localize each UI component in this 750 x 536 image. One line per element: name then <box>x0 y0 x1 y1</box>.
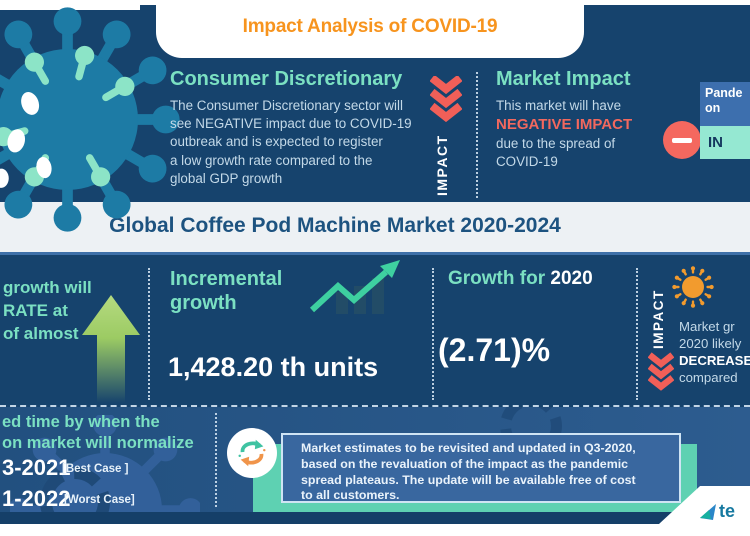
chevrons-down-icon <box>648 352 674 391</box>
impact-label-vertical: IMPACT <box>651 289 666 349</box>
consumer-discretionary-heading: Consumer Discretionary <box>170 68 403 90</box>
minus-circle-icon <box>663 121 701 159</box>
title-banner: Impact Analysis of COVID-19 <box>156 0 584 58</box>
coronavirus-illustration <box>0 7 180 232</box>
note-box: Market estimates to be revisited and upd… <box>281 433 681 503</box>
refresh-icon <box>238 439 266 467</box>
consumer-body-line: see NEGATIVE impact due to COVID-19 <box>170 116 412 132</box>
best-case-label: [Best Case ] <box>62 463 129 475</box>
consumer-body-line: The Consumer Discretionary sector will <box>170 98 403 113</box>
market-impact-heading: Market Impact <box>496 68 631 90</box>
growth-2020-heading: Growth for 2020 <box>448 268 593 289</box>
market-title-underline <box>0 252 750 255</box>
dashed-separator <box>0 405 750 407</box>
market-impact-line: This market will have <box>496 98 622 113</box>
market-impact-line: COVID-19 <box>496 154 558 170</box>
market-impact-line: due to the spread of <box>496 136 616 152</box>
consumer-discretionary-body: The Consumer Discretionary sector will s… <box>170 97 412 188</box>
market-decrease-text: Market gr 2020 likely DECREASE compared <box>679 319 750 385</box>
technavio-logo: te <box>698 501 735 522</box>
normalize-heading-line2: on market will normalize <box>2 434 194 452</box>
incremental-growth-heading: Incremental growth <box>170 268 283 314</box>
dotted-divider <box>148 268 150 400</box>
dotted-divider <box>215 413 217 507</box>
technavio-logo-icon <box>700 503 716 520</box>
incremental-growth-value: 1,428.20 th units <box>168 352 379 382</box>
market-title: Global Coffee Pod Machine Market 2020-20… <box>109 214 561 237</box>
footer-white-strip <box>0 524 750 536</box>
logo-text: te <box>719 501 736 521</box>
growth-2020-value: (2.71)% <box>438 332 551 368</box>
dotted-divider <box>476 72 478 198</box>
up-arrow-icon <box>82 295 140 403</box>
consumer-body-line: outbreak and is expected to register <box>170 134 383 150</box>
footer-navy-strip <box>0 512 750 524</box>
minus-bar <box>672 137 692 143</box>
dotted-divider <box>432 268 434 400</box>
pandemic-box-value: IN <box>700 126 750 159</box>
pandemic-impact-box: Pande on IN <box>700 82 750 159</box>
pandemic-box-header: Pande on <box>700 82 750 126</box>
growth-chart-icon <box>309 260 400 314</box>
top-white-notch <box>0 0 140 10</box>
chevrons-down-icon <box>430 76 462 122</box>
normalize-heading-line1: ed time by when the <box>2 413 160 431</box>
dotted-divider <box>636 268 638 400</box>
consumer-body-line: a low growth rate compared to the <box>170 152 373 168</box>
negative-impact-highlight: NEGATIVE IMPACT <box>496 116 633 134</box>
growth-rate-text: growth will RATE at of almost <box>3 278 92 343</box>
consumer-body-line: global GDP growth <box>170 170 283 186</box>
impact-label-vertical: IMPACT <box>434 134 450 196</box>
virus-orange-icon <box>672 266 714 308</box>
page-title: Impact Analysis of COVID-19 <box>242 16 498 37</box>
market-impact-body: This market will have NEGATIVE IMPACT du… <box>496 97 632 172</box>
worst-case-value: 1-2022 <box>2 486 71 511</box>
refresh-circle <box>227 428 277 478</box>
best-case-value: 3-2021 <box>2 455 71 480</box>
worst-case-label: [Worst Case] <box>64 494 135 506</box>
note-text: Market estimates to be revisited and upd… <box>301 441 636 503</box>
